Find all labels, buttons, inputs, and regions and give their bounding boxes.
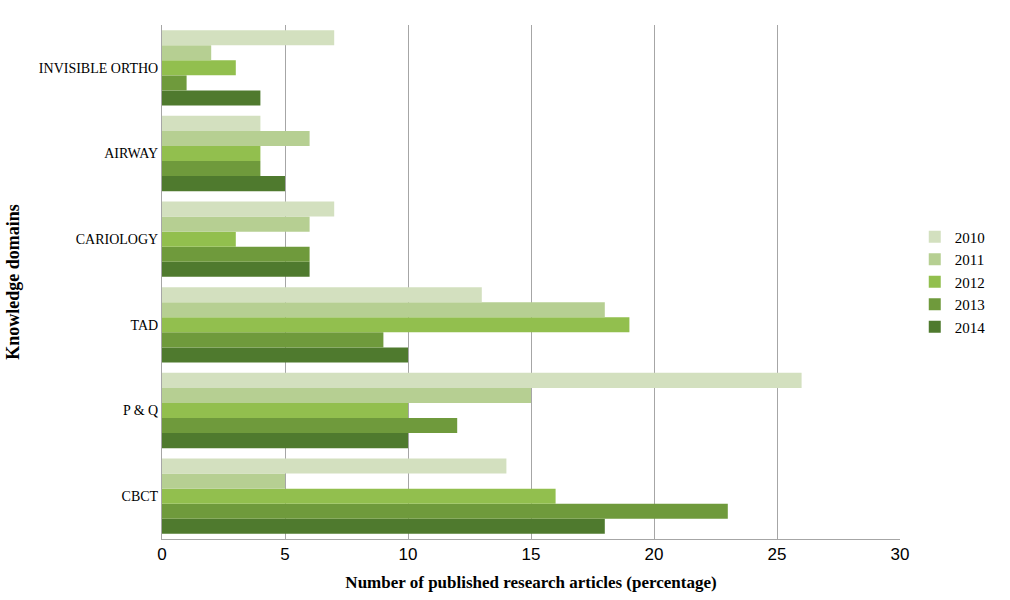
- svg-text:CARIOLOGY: CARIOLOGY: [76, 232, 158, 247]
- svg-text:Knowledge domains: Knowledge domains: [3, 204, 23, 360]
- svg-text:2010: 2010: [955, 230, 985, 246]
- svg-text:15: 15: [522, 545, 541, 564]
- svg-text:CBCT: CBCT: [122, 489, 159, 504]
- svg-text:INVISIBLE ORTHO: INVISIBLE ORTHO: [39, 61, 158, 76]
- svg-text:2011: 2011: [955, 252, 984, 268]
- svg-text:Number of published research a: Number of published research articles (p…: [345, 573, 716, 592]
- svg-text:5: 5: [280, 545, 289, 564]
- svg-text:2012: 2012: [955, 275, 985, 291]
- svg-text:10: 10: [399, 545, 418, 564]
- svg-text:30: 30: [891, 545, 910, 564]
- svg-text:P & Q: P & Q: [123, 403, 158, 418]
- svg-text:25: 25: [768, 545, 787, 564]
- svg-text:20: 20: [645, 545, 664, 564]
- svg-text:2014: 2014: [955, 320, 986, 336]
- svg-text:TAD: TAD: [131, 318, 159, 333]
- svg-text:0: 0: [157, 545, 166, 564]
- svg-text:2013: 2013: [955, 297, 985, 313]
- svg-text:AIRWAY: AIRWAY: [104, 146, 158, 161]
